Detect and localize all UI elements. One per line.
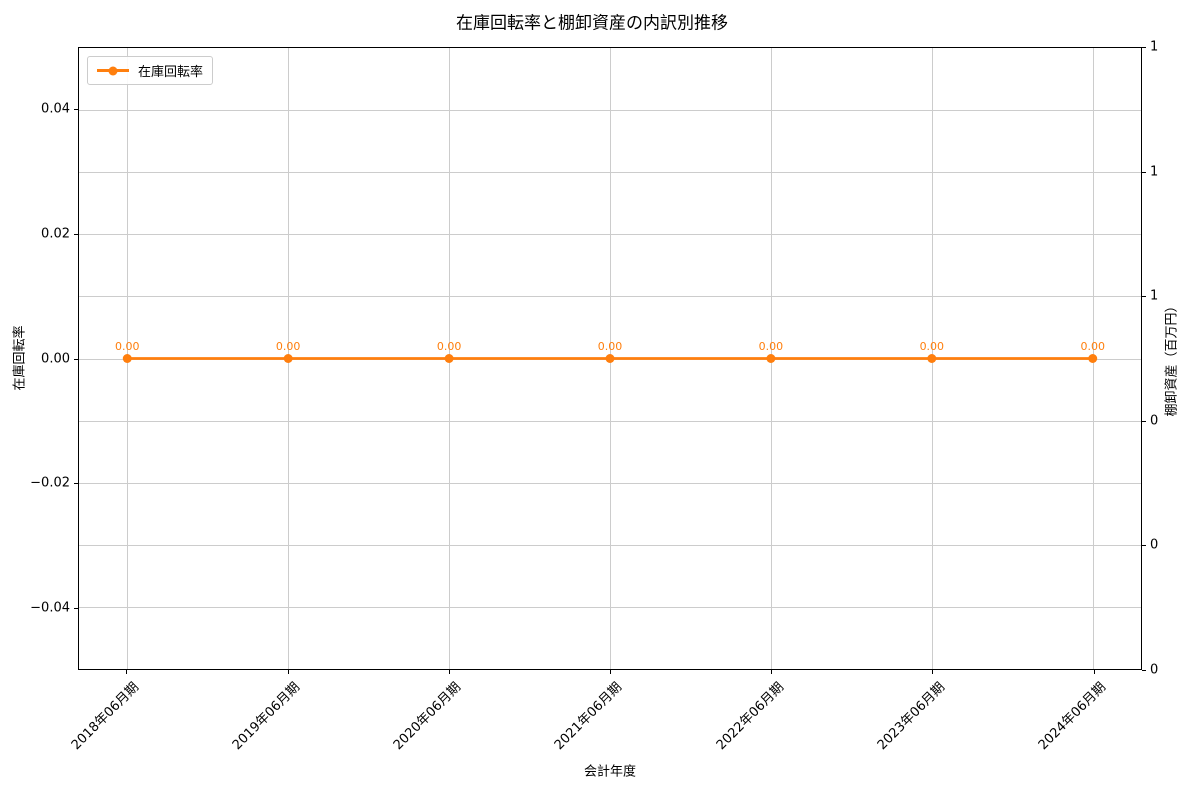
legend-circle-marker-icon	[108, 66, 118, 75]
h-gridline	[79, 606, 1141, 608]
left-y-tick-label: −0.04	[30, 600, 70, 616]
plot-area: 0.00 0.00 0.00 0.00 0.00 0.00 0.00 在庫回転率	[78, 47, 1142, 670]
legend-line-sample	[97, 66, 129, 75]
data-point-label: 0.00	[1080, 339, 1105, 353]
x-tick	[126, 670, 128, 674]
h-gridline	[79, 544, 1141, 546]
right-y-tick	[1142, 545, 1146, 547]
data-point-label: 0.00	[919, 339, 945, 353]
data-point-marker	[605, 354, 615, 363]
x-axis-label: 会計年度	[583, 764, 637, 780]
x-tick-label: 2021年06月期	[552, 679, 626, 754]
data-point-label: 0.00	[275, 339, 301, 353]
right-y-tick-label: 1	[1150, 39, 1159, 55]
data-point-label: 0.00	[597, 339, 623, 353]
x-tick	[771, 670, 773, 674]
left-y-axis-label: 在庫回転率	[12, 325, 28, 391]
right-y-tick	[1142, 420, 1146, 422]
x-tick	[287, 670, 289, 674]
data-point-marker	[1088, 354, 1098, 363]
x-tick	[448, 670, 450, 674]
left-y-tick-label: 0.04	[41, 101, 70, 117]
right-y-tick	[1142, 296, 1146, 298]
left-y-tick	[74, 358, 78, 360]
right-y-tick	[1142, 171, 1146, 173]
left-y-tick-label: 0.02	[41, 226, 70, 242]
h-gridline	[79, 296, 1141, 298]
x-tick-label: 2019年06月期	[229, 679, 304, 754]
x-tick	[932, 670, 934, 674]
right-y-tick-label: 0	[1150, 662, 1159, 678]
chart-title: 在庫回転率と棚卸資産の内訳別推移	[456, 13, 728, 34]
series-svg	[122, 354, 1098, 363]
x-tick	[1093, 670, 1095, 674]
right-y-tick-label: 0	[1150, 413, 1159, 429]
h-gridline	[79, 234, 1141, 236]
data-point-label: 0.00	[758, 339, 784, 353]
x-tick	[610, 670, 611, 674]
data-point-marker	[283, 354, 293, 363]
left-y-tick	[74, 607, 78, 609]
left-y-tick	[74, 109, 78, 111]
data-point-label: 0.00	[436, 339, 462, 353]
right-y-tick-label: 0	[1150, 537, 1159, 553]
right-y-axis-label: 棚卸資産（百万円）	[1164, 299, 1180, 417]
right-y-tick-label: 1	[1150, 164, 1159, 180]
right-y-tick-label: 1	[1150, 288, 1159, 304]
h-gridline	[79, 110, 1141, 112]
left-y-tick-label: 0.00	[41, 351, 70, 366]
x-tick-label: 2024年06月期	[1035, 679, 1110, 754]
h-gridline	[79, 420, 1141, 422]
data-point-marker	[444, 354, 454, 363]
data-point-marker	[766, 354, 776, 363]
left-y-tick-label: −0.02	[30, 475, 70, 491]
data-point-marker	[122, 354, 132, 363]
h-gridline	[79, 482, 1141, 484]
x-tick-label: 2018年06月期	[68, 679, 142, 754]
h-gridline	[79, 172, 1141, 174]
left-y-tick	[74, 233, 78, 235]
data-point-marker	[927, 354, 937, 363]
right-y-tick	[1142, 47, 1146, 48]
x-tick-label: 2023年06月期	[874, 679, 948, 754]
legend-entry-label: 在庫回転率	[138, 65, 204, 80]
x-tick-label: 2020年06月期	[390, 679, 465, 754]
legend: 在庫回転率	[87, 56, 214, 85]
right-y-tick	[1142, 670, 1146, 671]
left-y-tick	[74, 483, 78, 485]
data-point-label: 0.00	[115, 339, 140, 353]
x-tick-label: 2022年06月期	[713, 679, 787, 754]
